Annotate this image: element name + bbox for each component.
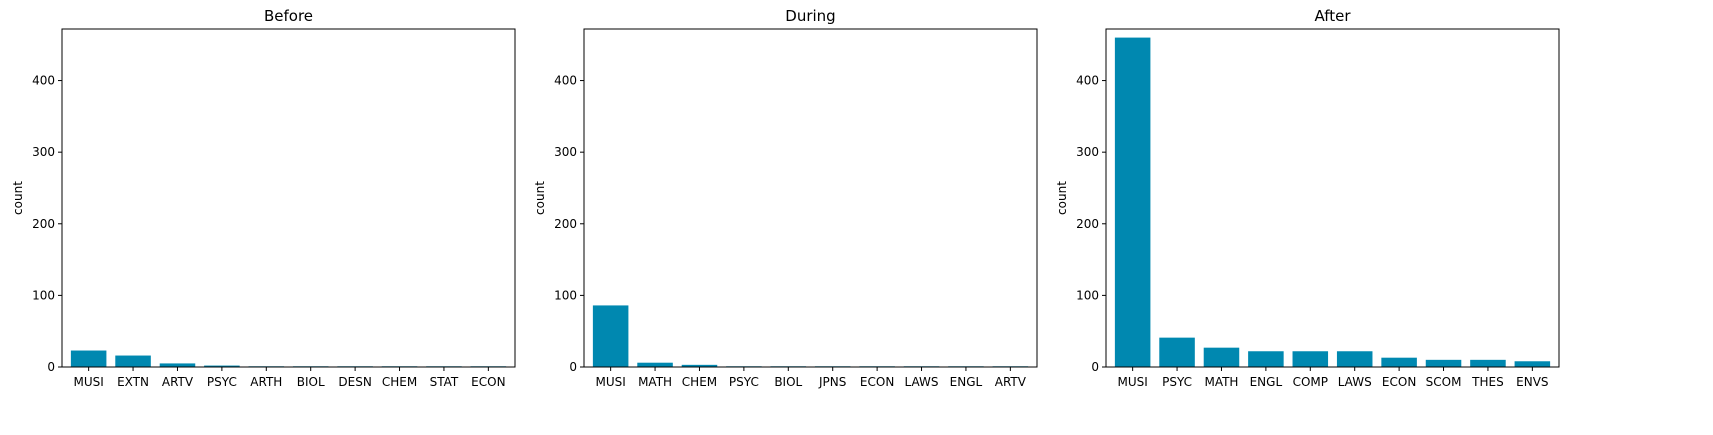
bar-econ: [1381, 357, 1417, 367]
x-tick-label: ARTH: [250, 375, 282, 389]
bar-math: [1203, 347, 1240, 367]
y-tick-label: 100: [554, 288, 577, 302]
x-tick-label: BIOL: [297, 375, 325, 389]
bar-musi: [1114, 37, 1151, 368]
x-tick-label: BIOL: [774, 375, 802, 389]
x-tick-label: PSYC: [207, 375, 237, 389]
bar-comp: [1292, 351, 1329, 367]
y-tick-label: 400: [32, 74, 55, 88]
bar-psyc: [1159, 337, 1195, 367]
chart-title: After: [1314, 7, 1351, 25]
x-tick-label: ECON: [860, 375, 894, 389]
x-tick-label: ARTV: [995, 375, 1027, 389]
x-tick-label: ECON: [471, 375, 505, 389]
y-tick-label: 100: [32, 288, 55, 302]
y-axis-label: count: [533, 181, 547, 215]
x-tick-label: DESN: [338, 375, 371, 389]
panel-before: MUSI EXTN ARTV PSYC ARTH BIOL DESN CHEM STAT ECON…: [11, 7, 516, 389]
y-tick-label: 400: [1076, 74, 1099, 88]
x-tick-label: THES: [1471, 375, 1504, 389]
y-tick-label: 0: [1091, 360, 1099, 374]
y-tick-label: 400: [554, 74, 577, 88]
bar-math: [637, 362, 673, 367]
x-tick-label: SCOM: [1426, 375, 1462, 389]
x-tick-label: CHEM: [382, 375, 417, 389]
y-tick-label: 200: [32, 217, 55, 231]
x-tick-label: PSYC: [1162, 375, 1192, 389]
x-tick-label: ARTV: [162, 375, 194, 389]
bar-laws: [1336, 351, 1373, 367]
x-tick-label: MATH: [638, 375, 672, 389]
y-tick-label: 300: [32, 145, 55, 159]
y-tick-label: 300: [554, 145, 577, 159]
x-tick-label: ENGL: [950, 375, 983, 389]
bar-musi: [592, 305, 629, 367]
bar-artv: [159, 363, 196, 367]
bar-engl: [1248, 351, 1284, 367]
x-tick-label: JPNS: [818, 375, 846, 389]
x-tick-label: ECON: [1382, 375, 1416, 389]
y-tick-label: 200: [554, 217, 577, 231]
panel-after: MUSI PSYC MATH ENGL COMP LAWS ECON SCOM THES ENVS…: [1055, 7, 1560, 389]
y-axis-label: count: [11, 181, 25, 215]
y-axis-label: count: [1055, 181, 1069, 215]
x-tick-label: PSYC: [729, 375, 759, 389]
bar-scom: [1425, 359, 1462, 367]
x-tick-label: COMP: [1293, 375, 1328, 389]
bar-extn: [115, 355, 151, 367]
x-tick-label: ENVS: [1516, 375, 1548, 389]
bar-musi: [70, 350, 107, 367]
chart-title: Before: [264, 7, 313, 25]
bar-envs: [1514, 361, 1551, 367]
bar-chem: [681, 364, 718, 367]
y-tick-label: 0: [569, 360, 577, 374]
y-tick-label: 300: [1076, 145, 1099, 159]
chart-title: During: [785, 7, 835, 25]
y-tick-label: 200: [1076, 217, 1099, 231]
x-tick-label: EXTN: [117, 375, 149, 389]
bar-thes: [1470, 359, 1506, 367]
axes-frame: [1105, 28, 1560, 368]
panel-during: MUSI MATH CHEM PSYC BIOL JPNS ECON LAWS ENGL ARTV…: [533, 7, 1038, 389]
x-tick-label: MUSI: [73, 375, 103, 389]
x-tick-label: LAWS: [905, 375, 939, 389]
x-tick-label: CHEM: [682, 375, 717, 389]
axes-frame: [583, 28, 1038, 368]
y-tick-label: 100: [1076, 288, 1099, 302]
x-tick-label: LAWS: [1338, 375, 1372, 389]
y-tick-label: 0: [47, 360, 55, 374]
x-tick-label: MUSI: [1117, 375, 1147, 389]
bar-psyc: [204, 365, 240, 367]
axes-frame: [61, 28, 516, 368]
x-tick-label: STAT: [430, 375, 459, 389]
x-tick-label: MUSI: [595, 375, 625, 389]
x-tick-label: MATH: [1204, 375, 1238, 389]
x-tick-label: ENGL: [1250, 375, 1283, 389]
